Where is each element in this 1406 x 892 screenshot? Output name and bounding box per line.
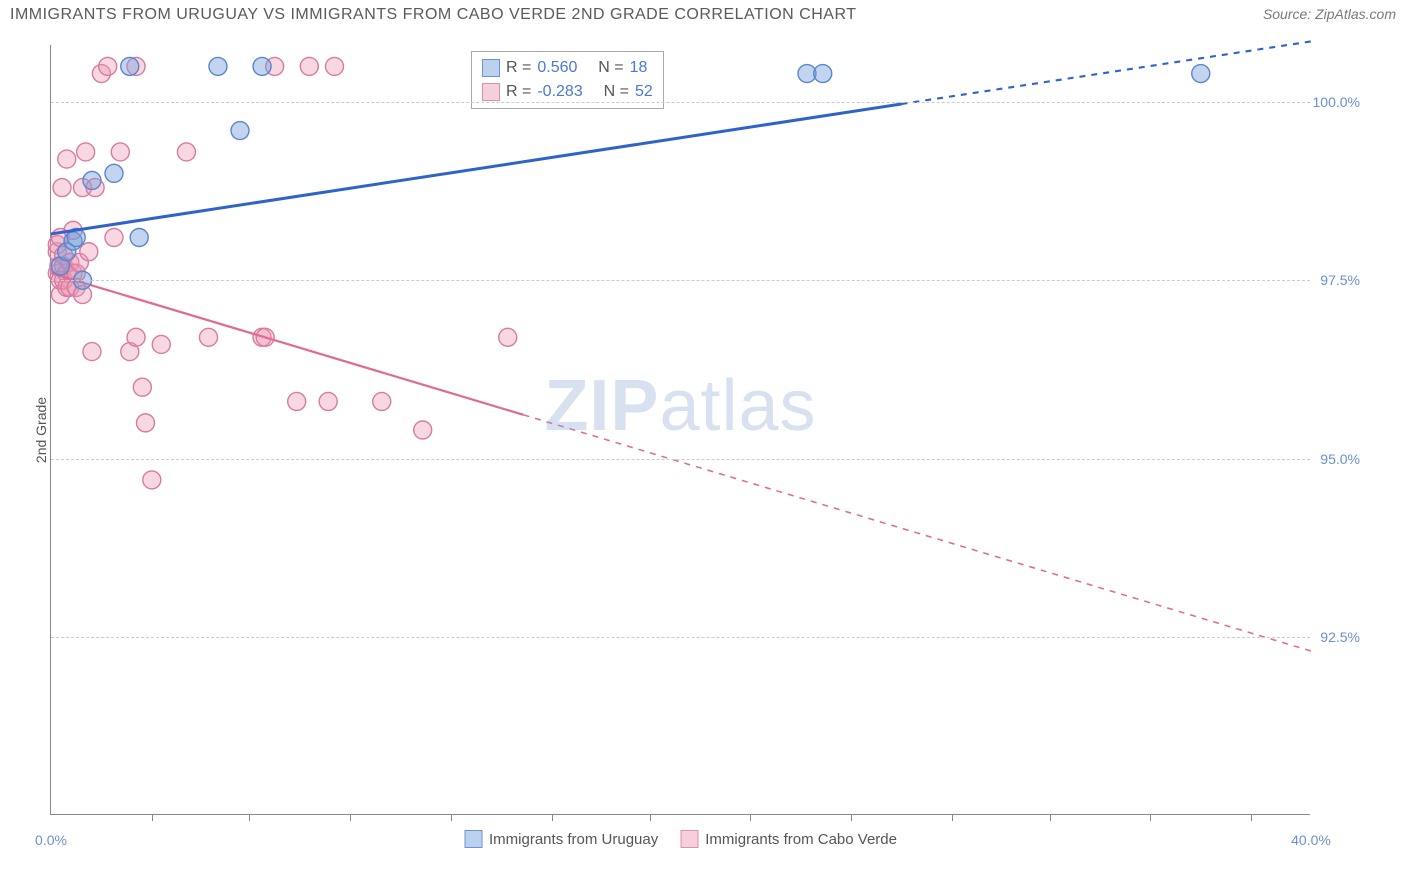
regression-line-dashed — [902, 41, 1312, 104]
x-tick — [952, 814, 953, 821]
data-point — [127, 328, 145, 346]
data-point — [326, 57, 344, 75]
legend-item-1: Immigrants from Uruguay — [464, 830, 658, 848]
data-point — [373, 392, 391, 410]
r-value-2: -0.283 — [537, 80, 582, 104]
r-label: R = — [506, 56, 531, 80]
data-point — [121, 57, 139, 75]
data-point — [83, 171, 101, 189]
data-point — [177, 143, 195, 161]
y-tick-label: 95.0% — [1320, 451, 1360, 467]
x-tick-label: 0.0% — [35, 832, 67, 848]
legend-stats-box: R = 0.560 N = 18 R = -0.283 N = 52 — [471, 51, 664, 109]
n-label: N = — [598, 56, 623, 80]
data-point — [414, 421, 432, 439]
data-point — [58, 150, 76, 168]
data-point — [111, 143, 129, 161]
data-point — [1192, 65, 1210, 83]
data-point — [143, 471, 161, 489]
data-point — [200, 328, 218, 346]
data-point — [133, 378, 151, 396]
x-tick — [1050, 814, 1051, 821]
y-tick-label: 92.5% — [1320, 629, 1360, 645]
x-tick — [552, 814, 553, 821]
legend-item-2: Immigrants from Cabo Verde — [680, 830, 897, 848]
data-point — [300, 57, 318, 75]
data-point — [80, 243, 98, 261]
swatch-series-2 — [482, 83, 500, 101]
legend-stats-row-1: R = 0.560 N = 18 — [482, 56, 653, 80]
data-point — [499, 328, 517, 346]
n-value-2: 52 — [635, 80, 653, 104]
x-tick — [350, 814, 351, 821]
y-tick-label: 100.0% — [1313, 94, 1360, 110]
r-value-1: 0.560 — [537, 56, 577, 80]
n-value-1: 18 — [630, 56, 648, 80]
data-point — [77, 143, 95, 161]
regression-line — [51, 104, 902, 234]
data-point — [105, 164, 123, 182]
gridline-h — [51, 102, 1310, 103]
data-point — [99, 57, 117, 75]
data-point — [288, 392, 306, 410]
data-point — [105, 229, 123, 247]
x-tick — [1150, 814, 1151, 821]
data-point — [253, 57, 271, 75]
chart-source: Source: ZipAtlas.com — [1263, 6, 1396, 22]
x-tick — [750, 814, 751, 821]
x-tick — [152, 814, 153, 821]
x-tick — [249, 814, 250, 821]
gridline-h — [51, 637, 1310, 638]
swatch-series-2 — [680, 830, 698, 848]
y-tick-label: 97.5% — [1320, 272, 1360, 288]
legend-bottom: Immigrants from Uruguay Immigrants from … — [464, 830, 897, 848]
chart-svg — [51, 45, 1311, 815]
data-point — [53, 179, 71, 197]
gridline-h — [51, 280, 1310, 281]
plot-area: ZIPatlas R = 0.560 N = 18 R = -0.283 N =… — [50, 45, 1310, 815]
data-point — [231, 122, 249, 140]
x-tick-label: 40.0% — [1291, 832, 1331, 848]
data-point — [319, 392, 337, 410]
data-point — [130, 229, 148, 247]
regression-line-dashed — [524, 415, 1312, 651]
n-label: N = — [604, 80, 629, 104]
data-point — [83, 343, 101, 361]
x-tick — [650, 814, 651, 821]
legend-stats-row-2: R = -0.283 N = 52 — [482, 80, 653, 104]
data-point — [137, 414, 155, 432]
chart-container: 2nd Grade ZIPatlas R = 0.560 N = 18 R = … — [50, 45, 1360, 815]
data-point — [152, 335, 170, 353]
r-label: R = — [506, 80, 531, 104]
data-point — [209, 57, 227, 75]
x-tick — [1251, 814, 1252, 821]
swatch-series-1 — [482, 59, 500, 77]
legend-label-2: Immigrants from Cabo Verde — [705, 831, 897, 848]
chart-title: IMMIGRANTS FROM URUGUAY VS IMMIGRANTS FR… — [10, 6, 857, 24]
swatch-series-1 — [464, 830, 482, 848]
x-tick — [451, 814, 452, 821]
gridline-h — [51, 459, 1310, 460]
legend-label-1: Immigrants from Uruguay — [489, 831, 658, 848]
regression-line — [51, 273, 524, 415]
y-axis-label: 2nd Grade — [33, 397, 49, 463]
data-point — [814, 65, 832, 83]
x-tick — [851, 814, 852, 821]
